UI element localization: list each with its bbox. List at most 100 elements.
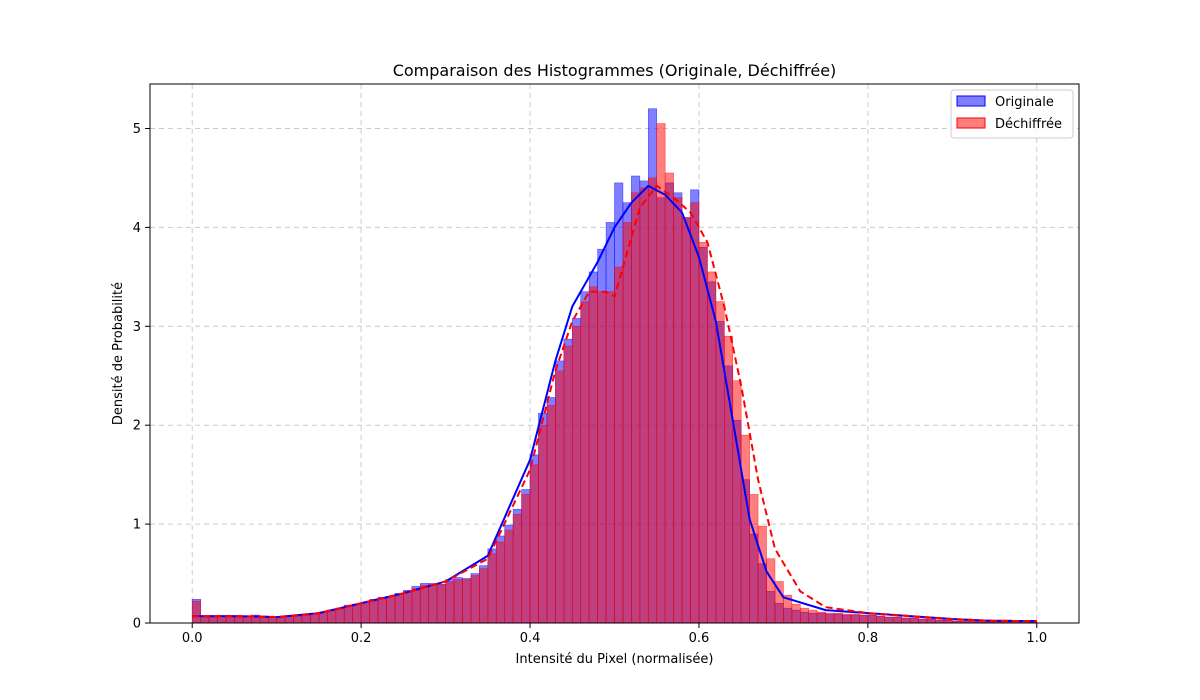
histogram-bar <box>225 616 235 624</box>
histogram-bar <box>352 603 362 624</box>
y-tick-label: 0 <box>133 617 141 632</box>
x-tick-label: 0.0 <box>182 631 203 646</box>
histogram-bar <box>403 591 413 624</box>
histogram-bar <box>504 529 514 624</box>
chart-title: Comparaison des Histogrammes (Originale,… <box>393 61 837 80</box>
histogram-bar <box>647 177 658 624</box>
histogram-bar <box>698 241 708 624</box>
histogram-bar <box>571 326 582 624</box>
histogram-bar <box>799 607 810 624</box>
y-tick-label: 1 <box>133 518 141 533</box>
histogram-bar <box>816 611 826 624</box>
histogram-bar <box>563 345 573 624</box>
histogram-bar <box>926 618 936 624</box>
histogram-bar <box>631 192 641 624</box>
histogram-bar <box>791 603 801 624</box>
histogram-bar <box>664 172 674 624</box>
histogram-bar <box>453 579 463 624</box>
legend: Originale Déchiffrée <box>950 89 1074 139</box>
histogram-bar <box>707 271 717 624</box>
legend-label-originale: Originale <box>995 95 1054 110</box>
histogram-bar <box>614 266 624 624</box>
histogram-bar <box>546 405 556 624</box>
histogram-bar <box>588 286 598 624</box>
histogram-bars <box>191 108 1038 624</box>
histogram-bar <box>690 202 700 624</box>
histogram-bar <box>580 301 590 624</box>
histogram-bar <box>217 615 227 624</box>
histogram-bar <box>419 585 430 624</box>
histogram-bar <box>310 613 320 624</box>
histogram-bar <box>293 615 303 624</box>
y-axis-ticks: 0 1 2 3 4 5 <box>133 122 150 632</box>
histogram-bar <box>605 291 615 624</box>
histogram-bar <box>681 217 691 624</box>
histogram-bar <box>639 187 649 624</box>
histogram-bar <box>732 380 742 624</box>
histogram-bar <box>276 616 286 624</box>
histogram-bar <box>462 579 472 624</box>
plot-frame <box>149 83 1080 624</box>
kde-line-dechiffree <box>192 184 1037 623</box>
histogram-bar <box>487 553 497 624</box>
histogram-bar <box>909 617 919 624</box>
histogram-bar <box>335 607 345 624</box>
histogram-bar <box>867 614 877 624</box>
y-tick-label: 2 <box>133 419 141 434</box>
histogram-bar <box>622 222 632 624</box>
histogram-bar <box>512 513 522 624</box>
histogram-bar <box>749 494 759 624</box>
histogram-bar <box>436 584 446 624</box>
histogram-bar <box>673 197 683 624</box>
x-tick-label: 0.2 <box>351 631 372 646</box>
y-tick-label: 3 <box>133 320 141 335</box>
histogram-bar <box>850 613 860 624</box>
x-tick-label: 0.6 <box>689 631 710 646</box>
x-tick-label: 0.8 <box>858 631 879 646</box>
histogram-bar <box>884 616 894 624</box>
histogram-bar <box>208 616 218 624</box>
histogram-bar <box>369 599 379 624</box>
histogram-bar <box>876 615 886 624</box>
x-tick-label: 1.0 <box>1026 631 1047 646</box>
bars-dechiffree <box>191 123 1038 624</box>
histogram-bar <box>538 424 548 624</box>
legend-swatch-dechiffree <box>956 117 986 129</box>
histogram-bar <box>428 584 438 624</box>
histogram-bar <box>386 595 396 624</box>
kde-curves <box>192 184 1037 623</box>
histogram-bar <box>479 568 489 624</box>
histogram-bar <box>521 494 531 624</box>
legend-label-dechiffree: Déchiffrée <box>995 117 1062 132</box>
x-tick-label: 0.4 <box>520 631 541 646</box>
histogram-bar <box>343 605 353 624</box>
histogram-bar <box>470 575 480 624</box>
y-tick-label: 4 <box>133 221 141 236</box>
histogram-bar <box>918 618 928 624</box>
histogram-bar <box>555 370 565 624</box>
x-axis-label: Intensité du Pixel (normalisée) <box>516 652 714 667</box>
histogram-bar <box>766 558 776 624</box>
histogram-bar <box>360 601 370 624</box>
legend-swatch-originale <box>956 95 986 107</box>
histogram-bar <box>445 581 455 624</box>
histogram-bar <box>529 464 539 624</box>
histogram-bar <box>301 614 311 624</box>
y-axis-label: Densité de Probabilité <box>111 282 126 425</box>
histogram-bar <box>495 541 506 624</box>
histogram-bar <box>825 612 835 624</box>
histogram-bar <box>892 616 902 624</box>
histogram-bar <box>411 588 421 624</box>
histogram-bar <box>757 525 767 624</box>
histogram-bar <box>901 617 911 624</box>
histogram-bar <box>808 609 818 624</box>
histogram-bar <box>200 616 210 624</box>
histogram-bar <box>842 613 852 624</box>
histogram-bar <box>327 609 337 624</box>
histogram-bar <box>597 291 607 624</box>
histogram-bar <box>394 594 404 624</box>
histogram-bar <box>833 612 843 624</box>
histogram-bar <box>191 600 201 624</box>
histogram-bar <box>859 614 869 624</box>
